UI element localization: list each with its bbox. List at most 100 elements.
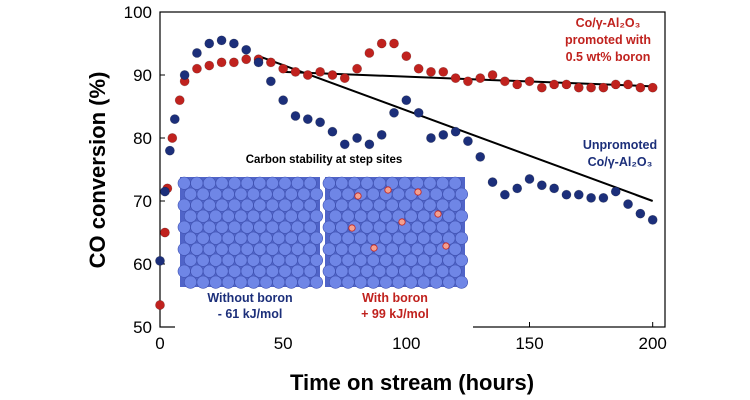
y-tick-label: 60 [133,255,152,274]
atom [184,231,198,245]
atom [373,264,387,278]
point-promoted [487,70,498,80]
atom [247,231,261,245]
inset-right-slab [322,176,468,289]
atom [190,220,204,234]
point-unpromoted [327,126,338,137]
atom [423,176,437,190]
boron-atoms [348,186,450,252]
inset-title: Carbon stability at step sites [246,154,403,166]
point-unpromoted [389,107,399,118]
atom [215,198,229,212]
point-promoted [512,79,523,90]
point-promoted [463,76,473,87]
atom [322,220,336,234]
atom [234,275,248,289]
point-unpromoted [536,180,547,191]
atom [448,176,462,190]
atom [228,264,242,278]
atom [215,176,229,190]
atom [404,209,418,223]
atom [196,275,210,289]
atom [423,220,437,234]
atom [410,264,424,278]
point-promoted [315,66,326,77]
atom [454,275,468,289]
atom [202,198,216,212]
atom [202,220,216,234]
atom [297,253,311,267]
point-promoted [339,73,350,84]
atom [385,198,399,212]
point-unpromoted [290,111,301,121]
atom [410,242,424,256]
unpromoted-label-2: Co/γ-Al₂O₃ [588,155,653,169]
atom [177,198,191,212]
right-slab-atoms [322,176,468,289]
atom [284,253,298,267]
point-promoted [573,82,584,93]
atom [272,187,286,201]
inset-left-slab [177,176,323,289]
atom [417,275,431,289]
atom [335,198,349,212]
promoted-label-1: Co/γ-Al₂O₃ [576,16,641,30]
atom [335,242,349,256]
atom [347,264,361,278]
point-promoted [241,54,252,65]
atom [228,198,242,212]
inset-right-caption-1: With boron [362,291,428,305]
x-ticks: 0 50 100 150 200 [155,322,667,353]
point-unpromoted [160,186,170,197]
point-promoted [160,227,170,238]
atom [410,198,424,212]
atom [259,209,273,223]
boron-atom [370,244,378,252]
atom [253,176,267,190]
point-unpromoted [647,214,658,225]
point-promoted [426,66,436,77]
point-promoted [389,38,399,49]
atom [196,209,210,223]
y-tick-label: 80 [133,129,152,148]
atom [259,231,273,245]
point-promoted [450,73,461,84]
x-tick-label: 100 [392,334,420,353]
atom [215,242,229,256]
atom [328,275,342,289]
atom [347,242,361,256]
atom [303,264,317,278]
point-unpromoted [253,57,264,68]
atom [303,176,317,190]
boron-atom [414,188,422,196]
atom [209,209,223,223]
atom [184,209,198,223]
atom [303,198,317,212]
atom [247,275,261,289]
promoted-label-2: promoted with [565,33,651,47]
atom [322,198,336,212]
point-promoted [167,133,178,143]
atom [328,231,342,245]
atom [278,220,292,234]
atom [240,198,254,212]
atom [429,275,443,289]
point-promoted [204,60,215,71]
atom [221,275,235,289]
point-unpromoted [610,186,621,197]
atom [335,264,349,278]
y-axis-title: CO conversion (%) [85,72,110,269]
atom [354,275,368,289]
atom [309,187,323,201]
point-promoted [229,57,239,68]
atom [240,264,254,278]
point-promoted [352,63,362,74]
atom [291,198,305,212]
point-unpromoted [241,44,252,55]
data-points [155,35,658,310]
x-tick-label: 50 [274,334,293,353]
atom [379,275,393,289]
point-promoted [610,79,621,90]
point-unpromoted [364,139,375,150]
atom [253,242,267,256]
